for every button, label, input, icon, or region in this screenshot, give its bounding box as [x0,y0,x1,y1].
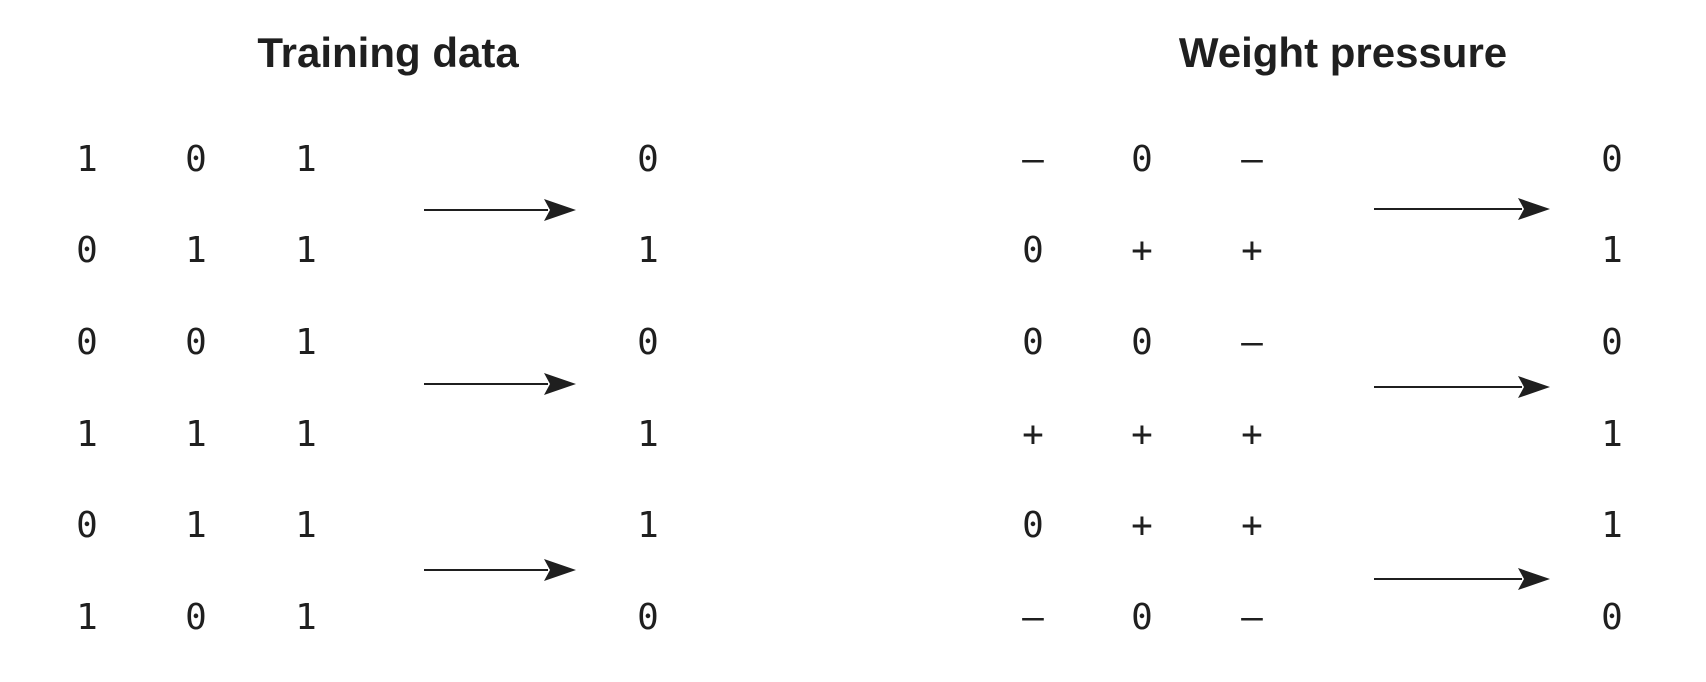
training-row-1-input-1: 1 [76,139,98,180]
pressure-row-2-input-1: 0 [1022,230,1044,271]
training-row-4-input-1: 1 [76,414,98,455]
training-row-2-input-2: 1 [185,230,207,271]
pressure-row-1-input-1: – [1022,139,1044,180]
pressure-row-2-input-3: + [1241,230,1263,271]
training-arrow-1-icon [424,198,576,222]
training-data-panel: Training data 1 0 1 0 0 1 1 1 0 0 1 0 1 1 1 1 0 1 1 1 1 0 1 0 [76,29,659,638]
training-row-5-target: 1 [637,505,659,546]
pressure-row-4-input-2: + [1131,414,1153,455]
training-row-1-input-3: 1 [295,139,317,180]
training-row-6-input-3: 1 [295,597,317,638]
pressure-arrow-3-icon [1374,567,1550,591]
pressure-row-5-target: 1 [1601,505,1623,546]
pressure-row-6-input-3: – [1241,597,1263,638]
training-row-5-input-3: 1 [295,505,317,546]
training-row-6-input-2: 0 [185,597,207,638]
training-row-4-input-3: 1 [295,414,317,455]
pressure-row-5-input-3: + [1241,505,1263,546]
pressure-row-3-input-1: 0 [1022,322,1044,363]
pressure-row-5-input-2: + [1131,505,1153,546]
pressure-row-3-input-2: 0 [1131,322,1153,363]
training-data-title: Training data [257,29,519,76]
training-row-6-target: 0 [637,597,659,638]
pressure-row-6-input-2: 0 [1131,597,1153,638]
training-row-3-target: 0 [637,322,659,363]
training-row-5-input-1: 0 [76,505,98,546]
training-row-3-input-1: 0 [76,322,98,363]
pressure-row-1-target: 0 [1601,139,1623,180]
pressure-row-1-input-2: 0 [1131,139,1153,180]
pressure-row-3-input-3: – [1241,322,1263,363]
pressure-row-3-target: 0 [1601,322,1623,363]
training-row-6-input-1: 1 [76,597,98,638]
pressure-arrow-2-icon [1374,375,1550,399]
pressure-row-6-input-1: – [1022,597,1044,638]
training-arrow-2-icon [424,372,576,396]
weight-pressure-title: Weight pressure [1178,29,1508,76]
training-row-2-target: 1 [637,230,659,271]
training-row-2-input-3: 1 [295,230,317,271]
training-row-4-target: 1 [637,414,659,455]
pressure-row-4-input-1: + [1022,414,1044,455]
pressure-row-2-target: 1 [1601,230,1623,271]
pressure-row-2-input-2: + [1131,230,1153,271]
pressure-row-4-target: 1 [1601,414,1623,455]
training-row-5-input-2: 1 [185,505,207,546]
training-row-1-target: 0 [637,139,659,180]
pressure-row-1-input-3: – [1241,139,1263,180]
training-arrow-3-icon [424,558,576,582]
training-row-1-input-2: 0 [185,139,207,180]
pressure-row-6-target: 0 [1601,597,1623,638]
weight-pressure-panel: Weight pressure – 0 – 0 0 + +1 0 0 – 0 + + +1 0 + +1 – 0 – 0 [853,0,1706,682]
pressure-row-4-input-3: + [1241,414,1263,455]
pressure-arrow-1-icon [1374,197,1550,221]
training-row-2-input-1: 0 [76,230,98,271]
training-row-3-input-2: 0 [185,322,207,363]
training-row-3-input-3: 1 [295,322,317,363]
training-row-4-input-2: 1 [185,414,207,455]
pressure-row-5-input-1: 0 [1022,505,1044,546]
